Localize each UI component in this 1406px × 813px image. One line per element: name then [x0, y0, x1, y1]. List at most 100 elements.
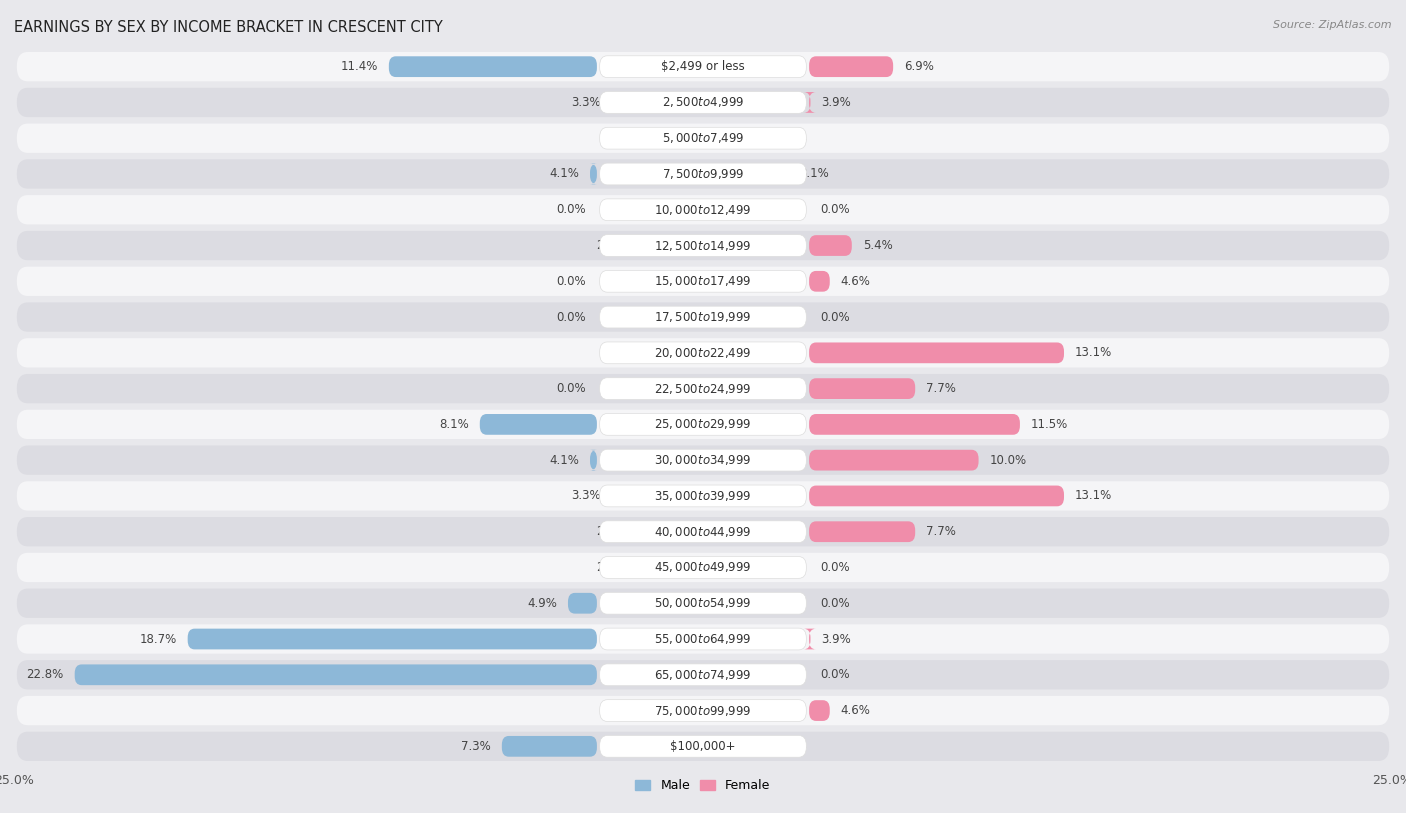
- Text: 11.4%: 11.4%: [340, 60, 378, 73]
- FancyBboxPatch shape: [17, 195, 1389, 224]
- FancyBboxPatch shape: [17, 553, 1389, 582]
- FancyBboxPatch shape: [804, 628, 815, 650]
- FancyBboxPatch shape: [599, 307, 807, 328]
- FancyBboxPatch shape: [599, 700, 807, 721]
- Text: $5,000 to $7,499: $5,000 to $7,499: [662, 131, 744, 146]
- FancyBboxPatch shape: [804, 92, 815, 113]
- Text: 0.0%: 0.0%: [557, 203, 586, 216]
- Text: 3.3%: 3.3%: [571, 489, 600, 502]
- Text: 0.0%: 0.0%: [557, 311, 586, 324]
- FancyBboxPatch shape: [17, 302, 1389, 332]
- Text: $12,500 to $14,999: $12,500 to $14,999: [654, 238, 752, 253]
- FancyBboxPatch shape: [808, 271, 830, 292]
- FancyBboxPatch shape: [17, 159, 1389, 189]
- Text: 1.6%: 1.6%: [619, 704, 648, 717]
- Text: 4.9%: 4.9%: [527, 597, 557, 610]
- FancyBboxPatch shape: [808, 378, 915, 399]
- FancyBboxPatch shape: [599, 199, 807, 220]
- FancyBboxPatch shape: [479, 414, 598, 435]
- FancyBboxPatch shape: [17, 732, 1389, 761]
- Text: 7.3%: 7.3%: [461, 740, 491, 753]
- Text: 22.8%: 22.8%: [27, 668, 63, 681]
- FancyBboxPatch shape: [17, 374, 1389, 403]
- FancyBboxPatch shape: [17, 624, 1389, 654]
- FancyBboxPatch shape: [17, 338, 1389, 367]
- Text: 7.7%: 7.7%: [927, 525, 956, 538]
- FancyBboxPatch shape: [17, 660, 1389, 689]
- FancyBboxPatch shape: [599, 736, 807, 757]
- FancyBboxPatch shape: [599, 271, 807, 292]
- Text: 0.0%: 0.0%: [820, 668, 849, 681]
- Text: 13.1%: 13.1%: [1076, 489, 1112, 502]
- FancyBboxPatch shape: [808, 521, 915, 542]
- Text: $15,000 to $17,499: $15,000 to $17,499: [654, 274, 752, 289]
- FancyBboxPatch shape: [568, 593, 598, 614]
- FancyBboxPatch shape: [17, 52, 1389, 81]
- FancyBboxPatch shape: [591, 163, 598, 185]
- FancyBboxPatch shape: [389, 56, 598, 77]
- Text: $2,500 to $4,999: $2,500 to $4,999: [662, 95, 744, 110]
- Text: 11.5%: 11.5%: [1031, 418, 1069, 431]
- Text: 4.6%: 4.6%: [841, 704, 870, 717]
- Text: $17,500 to $19,999: $17,500 to $19,999: [654, 310, 752, 324]
- FancyBboxPatch shape: [187, 628, 598, 650]
- Text: 1.6%: 1.6%: [619, 346, 648, 359]
- Legend: Male, Female: Male, Female: [630, 774, 776, 798]
- FancyBboxPatch shape: [17, 481, 1389, 511]
- FancyBboxPatch shape: [808, 342, 1064, 363]
- Text: 0.0%: 0.0%: [820, 311, 849, 324]
- FancyBboxPatch shape: [599, 485, 807, 506]
- FancyBboxPatch shape: [599, 92, 807, 113]
- Text: 2.4%: 2.4%: [596, 561, 626, 574]
- Text: $100,000+: $100,000+: [671, 740, 735, 753]
- FancyBboxPatch shape: [75, 664, 598, 685]
- Text: 2.3%: 2.3%: [778, 740, 807, 753]
- FancyBboxPatch shape: [599, 593, 807, 614]
- FancyBboxPatch shape: [17, 696, 1389, 725]
- Text: 2.4%: 2.4%: [596, 525, 626, 538]
- FancyBboxPatch shape: [599, 557, 807, 578]
- FancyBboxPatch shape: [599, 163, 807, 185]
- Text: $50,000 to $54,999: $50,000 to $54,999: [654, 596, 752, 611]
- FancyBboxPatch shape: [17, 446, 1389, 475]
- Text: $20,000 to $22,499: $20,000 to $22,499: [654, 346, 752, 360]
- Text: 3.1%: 3.1%: [800, 167, 830, 180]
- FancyBboxPatch shape: [502, 736, 598, 757]
- Text: 7.7%: 7.7%: [927, 382, 956, 395]
- Text: 2.3%: 2.3%: [778, 132, 807, 145]
- FancyBboxPatch shape: [808, 700, 830, 721]
- FancyBboxPatch shape: [599, 56, 807, 77]
- Text: $7,500 to $9,999: $7,500 to $9,999: [662, 167, 744, 181]
- Text: $25,000 to $29,999: $25,000 to $29,999: [654, 417, 752, 432]
- Text: 4.6%: 4.6%: [841, 275, 870, 288]
- Text: 0.0%: 0.0%: [820, 203, 849, 216]
- Text: $45,000 to $49,999: $45,000 to $49,999: [654, 560, 752, 575]
- Text: 6.9%: 6.9%: [904, 60, 934, 73]
- Text: 2.4%: 2.4%: [596, 239, 626, 252]
- FancyBboxPatch shape: [599, 128, 807, 149]
- FancyBboxPatch shape: [599, 450, 807, 471]
- FancyBboxPatch shape: [808, 235, 852, 256]
- Text: 0.0%: 0.0%: [557, 275, 586, 288]
- FancyBboxPatch shape: [599, 664, 807, 685]
- Text: 8.1%: 8.1%: [439, 418, 468, 431]
- FancyBboxPatch shape: [17, 589, 1389, 618]
- Text: $35,000 to $39,999: $35,000 to $39,999: [654, 489, 752, 503]
- FancyBboxPatch shape: [599, 378, 807, 399]
- FancyBboxPatch shape: [17, 410, 1389, 439]
- Text: 3.9%: 3.9%: [821, 633, 851, 646]
- FancyBboxPatch shape: [599, 521, 807, 542]
- Text: 13.1%: 13.1%: [1076, 346, 1112, 359]
- FancyBboxPatch shape: [808, 485, 1064, 506]
- FancyBboxPatch shape: [17, 124, 1389, 153]
- Text: $65,000 to $74,999: $65,000 to $74,999: [654, 667, 752, 682]
- Text: $30,000 to $34,999: $30,000 to $34,999: [654, 453, 752, 467]
- FancyBboxPatch shape: [599, 628, 807, 650]
- Text: 18.7%: 18.7%: [139, 633, 177, 646]
- Text: 1.6%: 1.6%: [619, 132, 648, 145]
- FancyBboxPatch shape: [808, 414, 1019, 435]
- Text: 0.0%: 0.0%: [557, 382, 586, 395]
- Text: 10.0%: 10.0%: [990, 454, 1026, 467]
- Text: Source: ZipAtlas.com: Source: ZipAtlas.com: [1274, 20, 1392, 30]
- FancyBboxPatch shape: [17, 88, 1389, 117]
